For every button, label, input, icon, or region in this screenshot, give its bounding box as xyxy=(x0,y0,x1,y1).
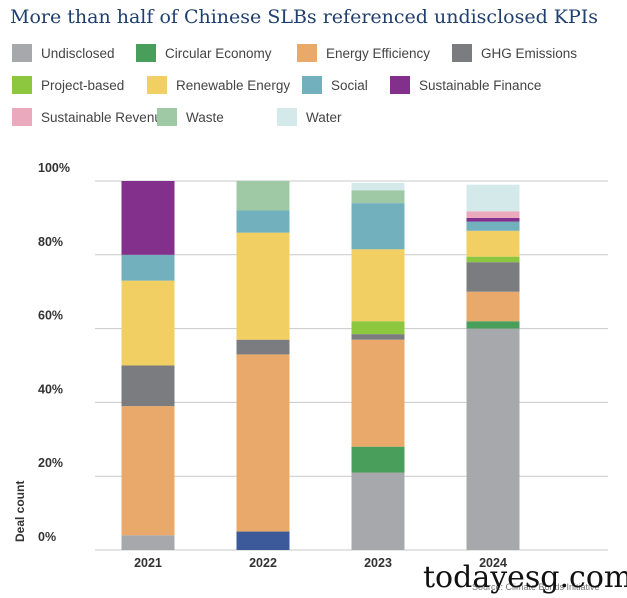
bar-segment-undisclosed xyxy=(466,328,520,550)
legend-item-sustainable-revenue: Sustainable Revenue xyxy=(12,108,169,126)
legend-item-project-based: Project-based xyxy=(12,76,124,94)
watermark-text: todayesg.com xyxy=(423,560,627,595)
bar-segment-waste xyxy=(236,181,290,211)
legend-swatch xyxy=(302,76,322,94)
legend-swatch xyxy=(12,108,32,126)
chart-title: More than half of Chinese SLBs reference… xyxy=(10,6,599,28)
bar-segment-sustainable-revenue xyxy=(466,211,520,218)
bar-segment-energy-efficiency xyxy=(121,406,175,536)
bar-segment-energy-efficiency xyxy=(236,354,290,532)
x-tick-label: 2021 xyxy=(134,556,162,570)
legend-label: GHG Emissions xyxy=(481,45,578,61)
legend-item-waste: Waste xyxy=(157,108,224,126)
legend-swatch xyxy=(452,44,472,62)
legend-swatch xyxy=(136,44,156,62)
bar-segment-undisclosed xyxy=(121,535,175,550)
bar-segment-ghg-emissions xyxy=(236,339,290,355)
legend-label: Energy Efficiency xyxy=(326,45,431,61)
bar-segment-renewable-energy xyxy=(351,249,405,322)
legend-item-energy-efficiency: Energy Efficiency xyxy=(297,44,430,62)
y-tick-label: 0% xyxy=(38,530,56,544)
y-tick-label: 40% xyxy=(38,382,63,396)
bar-segment-circular-economy xyxy=(351,446,405,473)
legend-swatch xyxy=(390,76,410,94)
legend-label: Undisclosed xyxy=(41,45,115,61)
bar-segment-energy-efficiency xyxy=(466,291,520,322)
bar-segment-water xyxy=(351,182,405,191)
bar-segment-renewable-energy xyxy=(121,280,175,366)
bar-segment-project-based xyxy=(466,256,520,263)
source-note: Source: Climate Bonds Initiative xyxy=(472,582,600,592)
legend-item-social: Social xyxy=(302,76,368,94)
bar-segment-renewable-energy xyxy=(466,230,520,257)
legend-label: Sustainable Finance xyxy=(419,77,542,93)
bar-segment-sustainable-finance xyxy=(121,181,175,255)
legend-item-ghg-emissions: GHG Emissions xyxy=(452,44,577,62)
legend-label: Project-based xyxy=(41,77,125,93)
y-tick-label: 20% xyxy=(38,456,63,470)
y-tick-label: 80% xyxy=(38,235,63,249)
legend-label: Sustainable Revenue xyxy=(41,109,170,125)
legend-swatch xyxy=(277,108,297,126)
bar-segment-circular-economy xyxy=(466,321,520,329)
legend-label: Water xyxy=(306,109,342,125)
legend-swatch xyxy=(12,76,32,94)
bar-segment-social xyxy=(121,254,175,281)
legend-swatch xyxy=(147,76,167,94)
bar-segment-renewable-energy xyxy=(236,232,290,340)
y-tick-label: 100% xyxy=(38,161,70,175)
bar-segment-ghg-emissions xyxy=(351,334,405,340)
legend-item-undisclosed: Undisclosed xyxy=(12,44,115,62)
legend-label: Renewable Energy xyxy=(176,77,291,93)
bar-segment-energy-efficiency xyxy=(351,339,405,447)
bar-segment-ghg-emissions xyxy=(466,262,520,292)
legend-swatch xyxy=(297,44,317,62)
legend-label: Social xyxy=(331,77,368,93)
x-tick-label: 2022 xyxy=(249,556,277,570)
legend-swatch xyxy=(12,44,32,62)
bar-segment-social xyxy=(466,221,520,231)
x-tick-label: 2024 xyxy=(479,556,507,570)
bar-segment-water xyxy=(466,184,520,212)
bar-segment-social xyxy=(351,203,405,250)
legend-label: Circular Economy xyxy=(165,45,272,61)
x-tick-label: 2023 xyxy=(364,556,392,570)
legend-item-water: Water xyxy=(277,108,342,126)
bar-segment-sustainable-finance xyxy=(466,217,520,222)
legend-label: Waste xyxy=(186,109,224,125)
legend-swatch xyxy=(157,108,177,126)
bar-segment-social xyxy=(236,210,290,233)
bar-segment-unlabeled-dark-blue- xyxy=(236,531,290,550)
y-axis-label: Deal count xyxy=(13,481,27,542)
y-tick-label: 60% xyxy=(38,309,63,323)
legend-item-renewable-energy: Renewable Energy xyxy=(147,76,290,94)
bar-segment-project-based xyxy=(351,321,405,335)
bar-segment-undisclosed xyxy=(351,472,405,550)
bar-segment-ghg-emissions xyxy=(121,365,175,407)
legend-item-circular-economy: Circular Economy xyxy=(136,44,272,62)
bar-segment-waste xyxy=(351,190,405,204)
legend-item-sustainable-finance: Sustainable Finance xyxy=(390,76,541,94)
